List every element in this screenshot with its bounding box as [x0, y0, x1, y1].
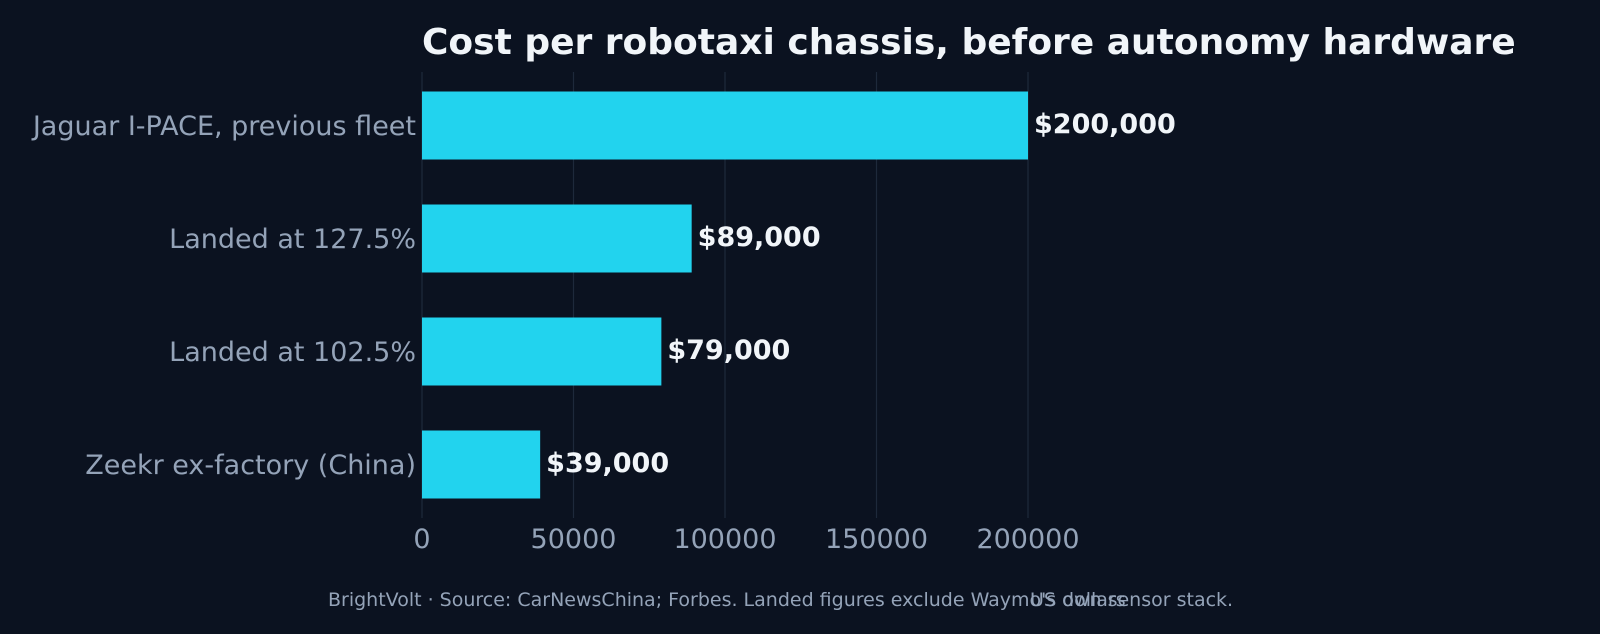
bar-value-label: $200,000	[1034, 109, 1176, 140]
bar-value-labels: $200,000 $89,000 $79,000 $39,000	[546, 109, 1176, 479]
bar-value-label: $39,000	[546, 448, 669, 479]
category-label: Landed at 127.5%	[169, 224, 416, 255]
x-tick-label: 0	[413, 524, 430, 555]
x-tick-label: 50000	[531, 524, 617, 555]
chart-title: Cost per robotaxi chassis, before autono…	[422, 22, 1516, 63]
bar-value-label: $79,000	[667, 335, 790, 366]
bar	[422, 430, 541, 499]
x-tick-label: 100000	[673, 524, 776, 555]
x-tick-labels: 0 50000 100000 150000 200000	[413, 524, 1079, 555]
bars	[422, 91, 1028, 499]
x-axis-unit-label: US dollars	[1030, 589, 1126, 611]
category-label: Landed at 102.5%	[169, 337, 416, 368]
bar	[422, 204, 692, 273]
footer-credit: BrightVolt · Source: CarNewsChina; Forbe…	[328, 589, 1233, 611]
bar	[422, 91, 1028, 160]
bar	[422, 317, 662, 386]
x-tick-label: 150000	[825, 524, 928, 555]
category-label: Jaguar I-PACE, previous fleet	[31, 111, 416, 142]
bar-value-label: $89,000	[698, 222, 821, 253]
category-labels: Jaguar I-PACE, previous fleet Landed at 1…	[31, 111, 416, 481]
category-label: Zeekr ex-factory (China)	[85, 450, 416, 481]
x-tick-label: 200000	[976, 524, 1079, 555]
